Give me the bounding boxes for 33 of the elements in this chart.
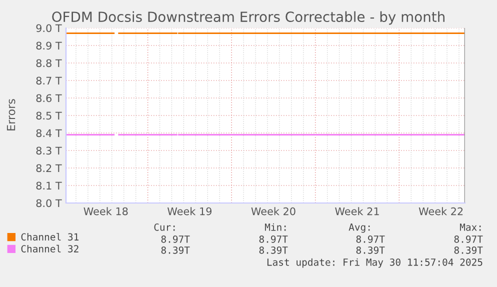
x-tick-label: Week 22 (418, 207, 463, 216)
y-tick-label: 8.2 T (36, 164, 62, 172)
text: 8.39T (356, 246, 385, 254)
text: 8.39T (161, 246, 190, 254)
y-tick-label: 8.0 T (36, 199, 62, 208)
text: Cur: (154, 223, 175, 231)
text: 8.97T (161, 235, 190, 243)
y-tick-label: 8.5 T (36, 112, 62, 120)
x-tick-label: Week 19 (167, 207, 212, 216)
y-tick-label: 8.7 T (36, 76, 62, 85)
x-tick-label: Week 21 (335, 207, 379, 216)
x-tick-label: Week 20 (251, 207, 296, 216)
y-tick-label: 8.9 T (36, 42, 62, 50)
y-tick-label: 8.8 T (36, 59, 62, 68)
text: Max: (460, 224, 481, 231)
x-tick-label: Week 18 (84, 207, 128, 216)
y-tick-label: 8.1 T (36, 182, 62, 190)
legend-label: Channel 32 (21, 244, 78, 252)
y-tick-label: 8.4 T (36, 129, 62, 138)
text: Min: (264, 223, 286, 231)
text: 8.39T (259, 246, 288, 254)
y-tick-label: 8.3 T (36, 146, 62, 155)
text: 8.97T (454, 235, 483, 243)
text: 8.39T (454, 246, 483, 254)
text: 8.97T (356, 235, 385, 243)
y-tick-label: 9.0 T (36, 24, 62, 32)
y-tick-label: 8.6 T (36, 94, 62, 102)
legend-label: Channel 31 (21, 233, 79, 241)
chart-title: OFDM Docsis Downstream Errors Correctable - by month (52, 11, 444, 25)
text: Avg: (348, 224, 370, 233)
text: 8.97T (259, 235, 288, 243)
y-axis-title: Errors (6, 99, 16, 130)
text: Last update: Fri May 30 11:57:04 2025 (267, 258, 482, 268)
